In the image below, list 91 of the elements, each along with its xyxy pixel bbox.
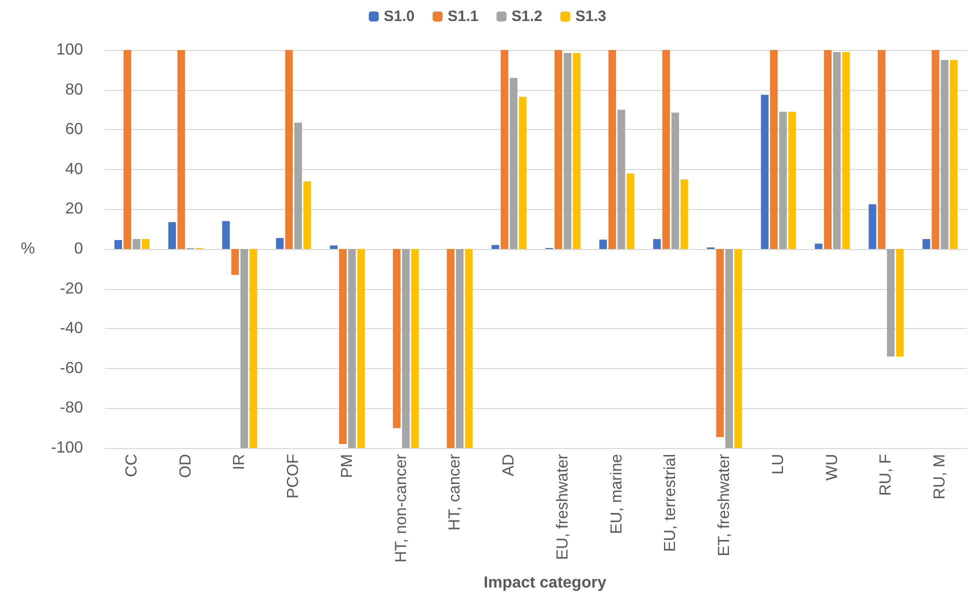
bar — [240, 249, 248, 448]
bar — [303, 181, 312, 249]
bar — [554, 50, 562, 249]
bar — [886, 249, 895, 356]
bar — [142, 239, 150, 249]
bar — [402, 249, 410, 448]
x-tick-label: EU, terrestrial — [662, 454, 680, 552]
legend-label: S1.2 — [512, 8, 542, 25]
bar — [564, 52, 572, 249]
x-tick-label: PCOF — [285, 454, 302, 498]
x-tick-label: ET, freshwater — [716, 453, 734, 556]
bar — [626, 173, 634, 249]
bar — [465, 249, 473, 448]
bar — [168, 222, 176, 249]
y-tick-label: 0 — [74, 240, 84, 258]
y-tick-label: -60 — [60, 360, 84, 377]
y-tick-label: 100 — [56, 42, 84, 58]
bar — [922, 239, 930, 249]
bar — [932, 50, 940, 249]
bar — [618, 110, 626, 249]
bar — [671, 112, 680, 249]
y-tick-label: 80 — [65, 81, 84, 98]
bar — [348, 249, 356, 448]
x-tick-label: HT, cancer — [446, 453, 464, 530]
legend-label: S1.1 — [448, 8, 478, 25]
bar — [662, 50, 670, 249]
bar — [392, 249, 401, 428]
bar — [770, 50, 778, 249]
x-tick-label: PM — [338, 454, 356, 478]
bar — [339, 249, 347, 444]
bar — [124, 50, 132, 249]
bar — [833, 52, 841, 249]
bar — [950, 60, 958, 249]
bar — [231, 249, 239, 275]
bar — [779, 112, 787, 249]
x-tick-label: IR — [231, 454, 248, 470]
bar — [285, 50, 293, 249]
x-tick-label: RU, M — [932, 454, 949, 500]
x-tick-label: WU — [824, 454, 841, 481]
y-tick-label: -100 — [50, 440, 84, 456]
x-tick-label: RU, F — [878, 454, 895, 496]
x-tick-label: LU — [770, 454, 787, 474]
y-tick-label: -40 — [60, 320, 84, 338]
x-axis-title: Impact category — [484, 574, 606, 592]
bar — [572, 52, 580, 249]
y-tick-label: 60 — [65, 121, 84, 138]
bar — [842, 52, 850, 249]
bar — [500, 50, 508, 249]
bar — [760, 94, 769, 249]
y-tick-label: 40 — [65, 160, 84, 178]
bar — [734, 249, 742, 448]
bar — [599, 240, 607, 249]
bar — [276, 238, 284, 249]
bar — [357, 249, 365, 448]
bar — [788, 112, 796, 249]
bar — [411, 249, 419, 448]
bar — [446, 249, 454, 448]
bar — [456, 249, 464, 448]
bar — [868, 204, 876, 249]
bar — [132, 239, 140, 249]
bar — [878, 50, 886, 249]
bar — [510, 78, 518, 249]
bar — [725, 249, 733, 448]
bar — [814, 244, 822, 249]
bar — [518, 96, 527, 249]
x-tick-label: HT, non-cancer — [392, 453, 410, 562]
y-tick-label: -80 — [60, 400, 84, 417]
y-axis-title: % — [20, 240, 35, 258]
x-tick-label: AD — [500, 454, 518, 476]
bar — [177, 50, 186, 249]
bar — [222, 221, 230, 249]
bar — [330, 245, 338, 249]
legend-label: S1.3 — [575, 8, 606, 25]
bar — [114, 240, 122, 249]
bar — [294, 122, 302, 249]
bar — [824, 50, 832, 249]
bar — [716, 249, 724, 438]
y-tick-label: -20 — [60, 280, 84, 298]
bar — [608, 50, 616, 249]
y-tick-label: 20 — [65, 200, 84, 218]
bar — [940, 60, 948, 249]
x-tick-label: EU, marine — [608, 454, 626, 534]
bar — [653, 239, 661, 249]
legend-label: S1.0 — [384, 8, 415, 25]
bar — [250, 249, 258, 448]
bar — [896, 249, 904, 356]
x-tick-label: CC — [123, 454, 140, 478]
x-tick-label: EU, freshwater — [554, 453, 572, 560]
x-tick-label: OD — [177, 454, 194, 478]
bar — [680, 179, 688, 249]
bar — [492, 245, 500, 249]
